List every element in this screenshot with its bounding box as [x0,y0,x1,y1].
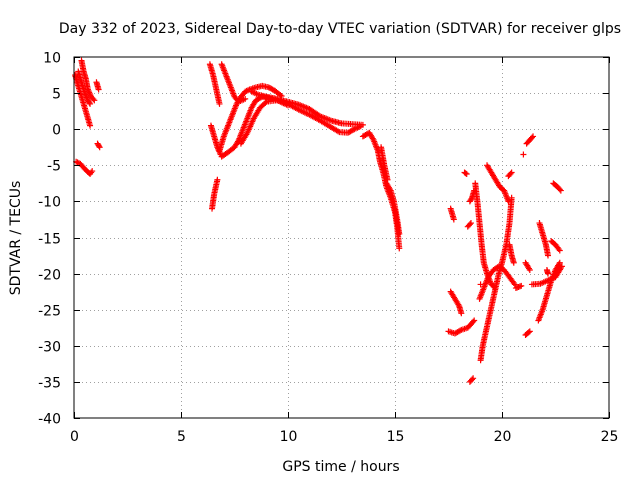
y-tick-label: -15 [38,232,61,248]
data-point [396,230,403,237]
y-tick-label: 10 [43,51,61,67]
data-point [86,99,93,106]
data-point [557,187,564,194]
x-tick-label: 15 [387,429,405,445]
x-tick-label: 20 [494,429,512,445]
y-tick-label: -5 [47,159,61,175]
data-point [526,266,533,273]
data-point [457,327,464,334]
y-tick-label: -40 [38,412,61,428]
data-point [491,284,498,291]
chart-title: Day 332 of 2023, Sidereal Day-to-day VTE… [59,21,621,37]
x-tick-label: 10 [280,429,298,445]
data-point [469,376,476,383]
data-point [359,121,366,128]
data-point [507,170,514,177]
data-point [95,86,102,93]
x-tick-label: 5 [177,429,186,445]
data-point [462,170,469,177]
data-point [262,99,269,106]
y-tick-label: -20 [38,268,61,284]
data-point [556,259,563,266]
data-point [87,100,94,107]
data-point [556,247,563,254]
data-point [556,186,563,193]
data-point [91,97,98,104]
data-point [384,176,391,183]
data-point [216,100,223,107]
data-point [458,310,465,317]
data-point [396,245,403,252]
data-point [525,329,532,336]
data-point [492,285,499,292]
x-tick-label: 0 [70,429,79,445]
data-point [467,220,474,227]
y-tick-label: -35 [38,376,61,392]
data-point [520,151,527,158]
grid-lines [74,57,609,418]
data-point [511,281,518,288]
data-point [74,159,81,166]
data-point [477,281,484,288]
data-point [545,270,552,277]
y-tick-label: -30 [38,340,61,356]
data-point [90,96,97,103]
data-point [528,134,535,141]
data-point [505,198,512,205]
data-point [470,375,477,382]
data-point [518,282,525,289]
y-tick-label: 0 [52,123,61,139]
y-tick-label: 5 [52,87,61,103]
data-point [526,328,533,335]
x-axis-label: GPS time / hours [282,459,399,475]
data-point [468,195,475,202]
axis-ticks [74,57,610,419]
data-point [463,170,470,177]
data-point [508,169,515,176]
x-tick-label: 25 [601,429,619,445]
data-point [530,133,537,140]
data-point [87,122,94,129]
data-point [95,143,102,150]
axis-tick-labels: 0 5 10 15 20 25 -40 -35 -30 -25 -20 -15 -10 -5 0 5 10 [38,51,618,446]
data-point [96,144,103,151]
data-point [471,317,478,324]
data-point [470,318,477,325]
data-point [214,176,221,183]
data-point [450,216,457,223]
y-axis-label: SDTVAR / TECUs [8,181,24,296]
data-point [510,259,517,266]
y-tick-label: -10 [38,195,61,211]
data-points [72,57,565,385]
y-tick-label: -25 [38,304,61,320]
data-point [242,95,249,102]
data-point [466,221,473,228]
data-point [545,252,552,259]
plot-frame [73,56,610,419]
data-point [89,168,96,175]
